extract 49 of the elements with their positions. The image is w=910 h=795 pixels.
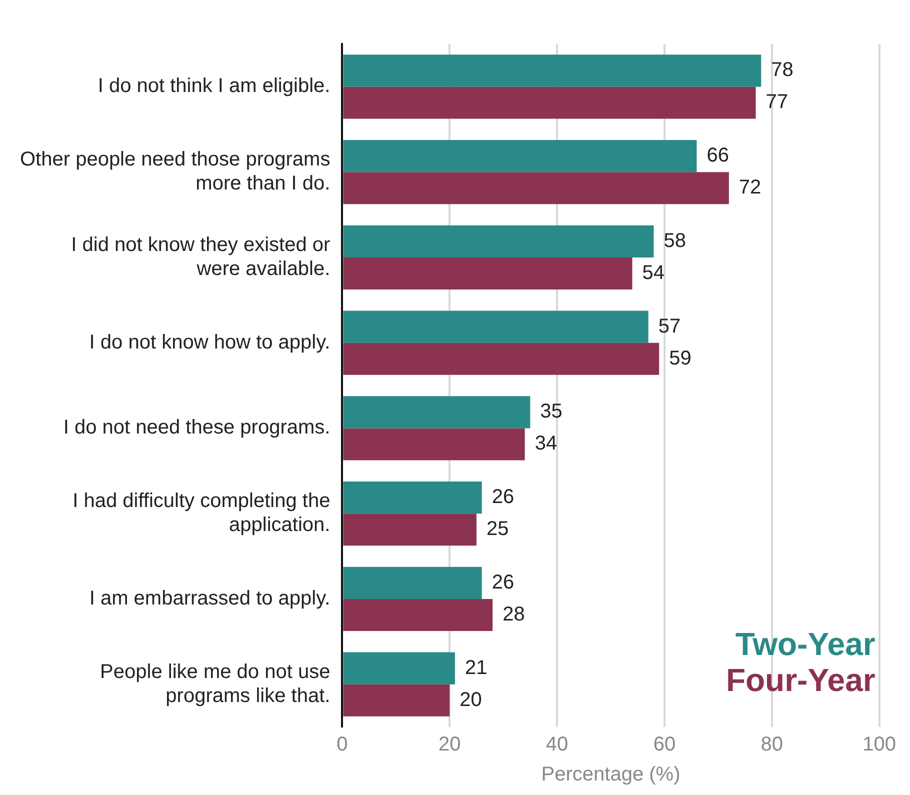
y-tick-label: I had difficulty completing the application. xyxy=(72,490,330,536)
data-label: 26 xyxy=(492,486,514,508)
bar xyxy=(343,310,648,343)
x-tick-label: 0 xyxy=(336,734,348,756)
bar xyxy=(343,428,525,460)
y-tick-label: I do not need these programs. xyxy=(63,416,330,439)
y-tick-label: I do not know how to apply. xyxy=(89,331,330,354)
bar xyxy=(343,514,476,546)
bar xyxy=(343,482,482,514)
bar xyxy=(343,566,482,599)
bar xyxy=(343,684,450,716)
bar xyxy=(343,86,756,119)
bar xyxy=(343,652,455,684)
bar xyxy=(343,172,729,204)
data-label: 72 xyxy=(738,176,762,199)
data-label: 21 xyxy=(464,656,488,679)
data-label: 77 xyxy=(766,91,788,114)
y-tick-label: I did not know they existed or were available. xyxy=(71,234,331,280)
data-label: 35 xyxy=(540,400,562,423)
y-tick-label: I am embarrassed to apply. xyxy=(89,587,330,610)
y-tick-label: I do not think I am eligible. xyxy=(98,75,330,98)
data-label: 34 xyxy=(534,432,558,455)
data-label: 78 xyxy=(771,59,794,82)
data-label: 26 xyxy=(492,571,514,594)
bar xyxy=(343,396,530,428)
bar xyxy=(343,225,654,258)
data-label: 54 xyxy=(642,262,664,284)
text: Four-Year xyxy=(726,662,876,698)
y-tick-label: People like me do not use programs like that. xyxy=(100,660,330,707)
x-tick-label: 60 xyxy=(653,734,676,756)
bar xyxy=(343,342,660,375)
x-tick-label: 100 xyxy=(862,734,896,756)
data-label: 25 xyxy=(486,518,509,540)
x-tick-label: 80 xyxy=(760,734,784,756)
data-label: 59 xyxy=(669,347,692,370)
data-label: 28 xyxy=(502,603,525,626)
data-label: 66 xyxy=(706,144,729,167)
text: Two-Year xyxy=(735,626,876,662)
bar xyxy=(343,54,762,87)
bar xyxy=(343,257,632,290)
data-label: 20 xyxy=(460,688,482,711)
x-tick-label: 40 xyxy=(546,734,568,756)
x-axis-title: Percentage (%) xyxy=(541,764,680,786)
data-label: 57 xyxy=(658,315,681,338)
data-label: 58 xyxy=(664,230,686,252)
y-tick-label: Other people need those programs more than I do. xyxy=(20,148,330,195)
bar xyxy=(343,140,697,172)
bar xyxy=(343,598,493,631)
x-tick-label: 20 xyxy=(438,734,461,756)
